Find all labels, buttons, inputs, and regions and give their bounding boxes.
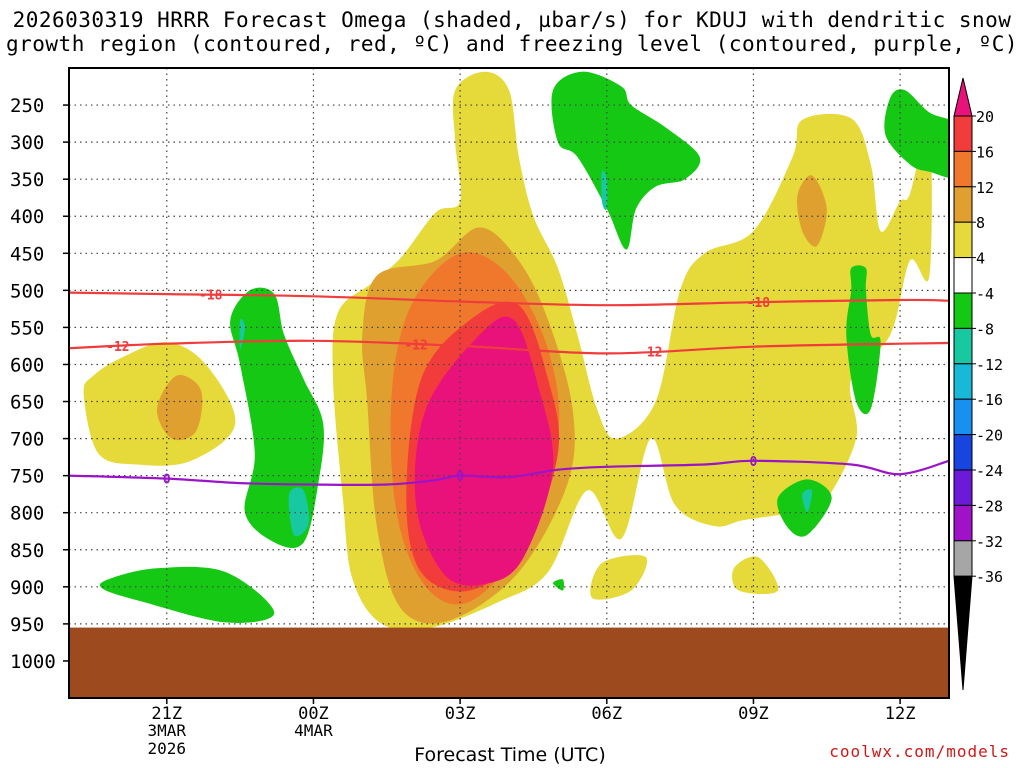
y-tick-label-450: 450 <box>10 243 44 265</box>
colorbar-segment-4 <box>953 257 973 294</box>
colorbar-segment-1 <box>953 150 973 188</box>
colorbar-label-13: -36 <box>976 568 1003 586</box>
x-tick-label-06Z: 06Z <box>591 704 622 724</box>
x-axis-label: Forecast Time (UTC) <box>414 744 606 766</box>
freezing-contour-0-label-0: 0 <box>163 473 171 488</box>
dendritic-contour--18-label-1: -18 <box>747 296 771 311</box>
omega-region-11 <box>884 89 949 178</box>
colorbar-label-1: 16 <box>976 143 994 161</box>
x-tick-label-00Z: 00Z <box>298 704 329 724</box>
omega-region-19 <box>288 487 310 537</box>
chart-title-line-2: growth region (contoured, red, ºC) and f… <box>5 32 1019 56</box>
colorbar-label-7: -12 <box>976 356 1003 374</box>
omega-region-20 <box>802 489 813 513</box>
omega-region-9 <box>414 316 554 586</box>
ground-layer <box>69 627 949 698</box>
colorbar-bottom-arrow <box>953 575 973 691</box>
colorbar-segment-0 <box>953 115 973 152</box>
omega-region-13 <box>99 566 275 623</box>
omega-region-14 <box>846 265 881 415</box>
y-tick-label-1000: 1000 <box>10 651 56 673</box>
colorbar-label-6: -8 <box>976 320 994 338</box>
y-tick-label-650: 650 <box>10 392 44 414</box>
y-tick-label-750: 750 <box>10 466 44 488</box>
dendritic-contour--12-label-2: -12 <box>639 345 662 360</box>
colorbar-segment-8 <box>953 398 973 436</box>
colorbar-segment-12 <box>953 540 973 577</box>
omega-region-6 <box>796 175 827 247</box>
dendritic-contour--18-line <box>69 291 949 307</box>
omega-region-2 <box>590 555 648 600</box>
y-tick-label-600: 600 <box>10 354 44 376</box>
colorbar-label-0: 20 <box>976 108 994 126</box>
freezing-contour-0-line <box>69 459 949 487</box>
credit-link[interactable]: coolwx.com/models <box>829 742 1010 761</box>
y-tick-label-350: 350 <box>10 169 44 191</box>
colorbar-segment-3 <box>953 221 973 259</box>
omega-region-5 <box>156 374 203 441</box>
x-tick-sub1-00Z: 4MAR <box>294 721 333 740</box>
axes: 250 300 350 400 450 500 550 600 650 700 750 800 850 9… <box>10 95 915 758</box>
omega-region-16 <box>553 579 564 591</box>
colorbar-top-arrow <box>953 77 973 117</box>
colorbar-segment-11 <box>953 504 973 542</box>
y-tick-label-400: 400 <box>10 206 44 228</box>
freezing-contour-0-label-1: 0 <box>456 470 464 485</box>
y-tick-label-950: 950 <box>10 614 44 636</box>
y-tick-label-800: 800 <box>10 503 44 525</box>
dendritic-contour--12-line <box>69 339 949 355</box>
colorbar-label-4: 4 <box>976 250 985 268</box>
colorbar-label-10: -24 <box>976 462 1003 480</box>
omega-region-10 <box>551 71 701 250</box>
plot-frame <box>68 67 950 699</box>
y-tick-label-850: 850 <box>10 540 44 562</box>
omega-region-3 <box>732 556 779 595</box>
freezing-contour-0-label-2: 0 <box>750 455 758 470</box>
colorbar-label-5: -4 <box>976 285 994 303</box>
colorbar-segment-10 <box>953 469 973 506</box>
chart-title-line-1: 2026030319 HRRR Forecast Omega (shaded, … <box>12 8 1012 32</box>
dendritic-contour--12-label-1: -12 <box>404 338 427 353</box>
colorbar-label-11: -28 <box>976 497 1003 515</box>
grid-lines <box>69 68 949 698</box>
colorbar-segment-5 <box>953 292 973 329</box>
colorbar-segment-6 <box>953 327 973 365</box>
ground-fill <box>69 627 949 698</box>
x-tick-label-03Z: 03Z <box>445 704 476 724</box>
colorbar-label-12: -32 <box>976 533 1003 551</box>
colorbar-label-2: 12 <box>976 179 994 197</box>
colorbar-segment-9 <box>953 434 973 471</box>
colorbar: 20 16 12 8 4 -4 -8 -12 -16 -20 -24 -28 -32 -36 <box>953 77 1003 691</box>
colorbar-segment-7 <box>953 363 973 400</box>
y-tick-label-550: 550 <box>10 317 44 339</box>
dendritic-contour--12-label-0: -12 <box>106 340 129 355</box>
dendritic-contour--18-label-0: -18 <box>199 289 223 304</box>
x-tick-label-09Z: 09Z <box>738 704 769 724</box>
colorbar-label-3: 8 <box>976 214 985 232</box>
colorbar-label-8: -16 <box>976 391 1003 409</box>
y-tick-label-250: 250 <box>10 95 44 117</box>
omega-region-15 <box>777 479 832 537</box>
y-tick-label-500: 500 <box>10 280 44 302</box>
omega-shading <box>83 71 949 631</box>
omega-region-17 <box>601 170 608 211</box>
x-tick-label-12Z: 12Z <box>885 704 916 724</box>
x-tick-sub1-21Z: 3MAR <box>148 721 187 740</box>
x-tick-sub2-21Z: 2026 <box>148 739 187 758</box>
x-tick-label-21Z: 21Z <box>151 704 182 724</box>
y-tick-label-900: 900 <box>10 577 44 599</box>
y-tick-label-300: 300 <box>10 132 44 154</box>
colorbar-label-9: -20 <box>976 427 1003 445</box>
y-tick-label-700: 700 <box>10 429 44 451</box>
contour-lines: -18 -18 -12 -12 -12 0 0 0 <box>69 289 949 488</box>
colorbar-segment-2 <box>953 186 973 223</box>
